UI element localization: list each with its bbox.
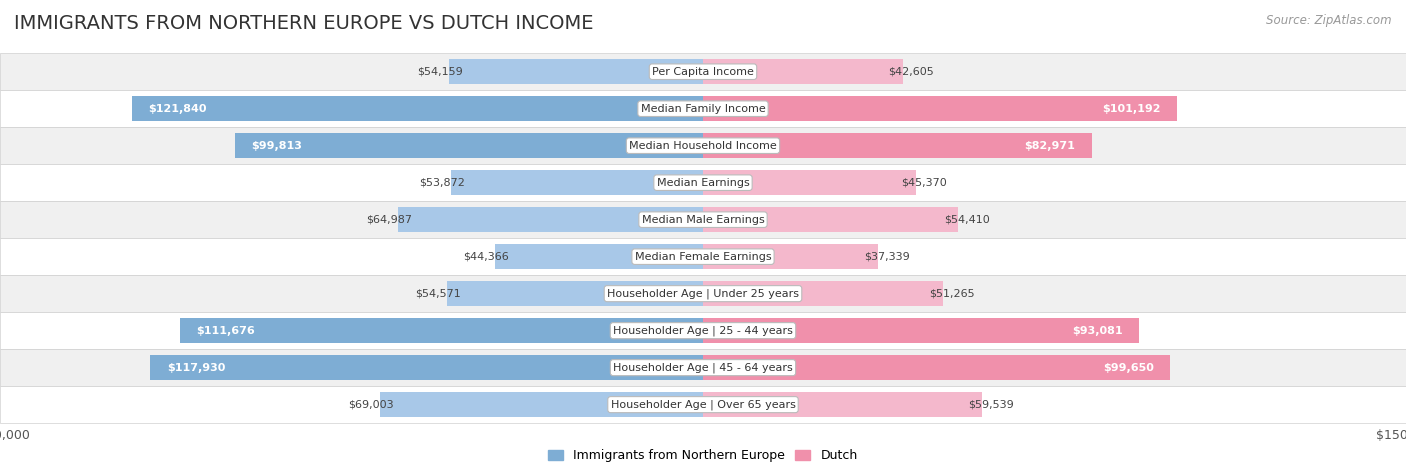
Text: $99,813: $99,813	[252, 141, 302, 151]
Legend: Immigrants from Northern Europe, Dutch: Immigrants from Northern Europe, Dutch	[544, 444, 862, 467]
Bar	[0, 238, 1406, 275]
Text: $69,003: $69,003	[349, 400, 394, 410]
Bar	[398, 207, 703, 232]
Bar	[235, 133, 703, 158]
Text: $99,650: $99,650	[1102, 363, 1154, 373]
Bar	[0, 386, 1406, 423]
Text: $54,571: $54,571	[416, 289, 461, 299]
Text: $93,081: $93,081	[1073, 325, 1123, 336]
Text: $54,410: $54,410	[943, 215, 990, 225]
Bar	[0, 349, 1406, 386]
Text: $64,987: $64,987	[367, 215, 412, 225]
Bar	[703, 392, 981, 417]
Text: Householder Age | Under 25 years: Householder Age | Under 25 years	[607, 289, 799, 299]
Bar	[0, 275, 1406, 312]
Bar	[380, 392, 703, 417]
Bar	[180, 318, 703, 343]
Text: Source: ZipAtlas.com: Source: ZipAtlas.com	[1267, 14, 1392, 27]
Bar	[703, 207, 957, 232]
Bar	[449, 59, 703, 84]
Text: Per Capita Income: Per Capita Income	[652, 67, 754, 77]
Bar	[703, 59, 903, 84]
Text: $117,930: $117,930	[167, 363, 225, 373]
Text: Median Household Income: Median Household Income	[628, 141, 778, 151]
Text: $42,605: $42,605	[889, 67, 935, 77]
Bar	[0, 201, 1406, 238]
Bar	[703, 318, 1139, 343]
Text: $37,339: $37,339	[863, 252, 910, 262]
Bar	[150, 355, 703, 380]
Text: $54,159: $54,159	[418, 67, 463, 77]
Text: Median Female Earnings: Median Female Earnings	[634, 252, 772, 262]
Text: Median Family Income: Median Family Income	[641, 104, 765, 113]
Text: $44,366: $44,366	[464, 252, 509, 262]
Text: Median Male Earnings: Median Male Earnings	[641, 215, 765, 225]
Bar	[703, 355, 1170, 380]
Text: $51,265: $51,265	[929, 289, 974, 299]
Bar	[132, 96, 703, 121]
Bar	[703, 244, 877, 269]
Text: $101,192: $101,192	[1102, 104, 1161, 113]
Bar	[447, 281, 703, 306]
Text: $111,676: $111,676	[195, 325, 254, 336]
Bar	[703, 96, 1177, 121]
Bar	[703, 170, 915, 195]
Text: $59,539: $59,539	[967, 400, 1014, 410]
Text: Householder Age | Over 65 years: Householder Age | Over 65 years	[610, 399, 796, 410]
Text: $45,370: $45,370	[901, 177, 948, 188]
Bar	[0, 164, 1406, 201]
Text: $82,971: $82,971	[1025, 141, 1076, 151]
Bar	[0, 53, 1406, 90]
Text: $53,872: $53,872	[419, 177, 464, 188]
Bar	[703, 281, 943, 306]
Bar	[0, 127, 1406, 164]
Bar	[0, 90, 1406, 127]
Text: Median Earnings: Median Earnings	[657, 177, 749, 188]
Text: Householder Age | 45 - 64 years: Householder Age | 45 - 64 years	[613, 362, 793, 373]
Bar	[495, 244, 703, 269]
Text: IMMIGRANTS FROM NORTHERN EUROPE VS DUTCH INCOME: IMMIGRANTS FROM NORTHERN EUROPE VS DUTCH…	[14, 14, 593, 33]
Bar	[450, 170, 703, 195]
Bar	[0, 312, 1406, 349]
Text: Householder Age | 25 - 44 years: Householder Age | 25 - 44 years	[613, 325, 793, 336]
Text: $121,840: $121,840	[149, 104, 207, 113]
Bar	[703, 133, 1092, 158]
